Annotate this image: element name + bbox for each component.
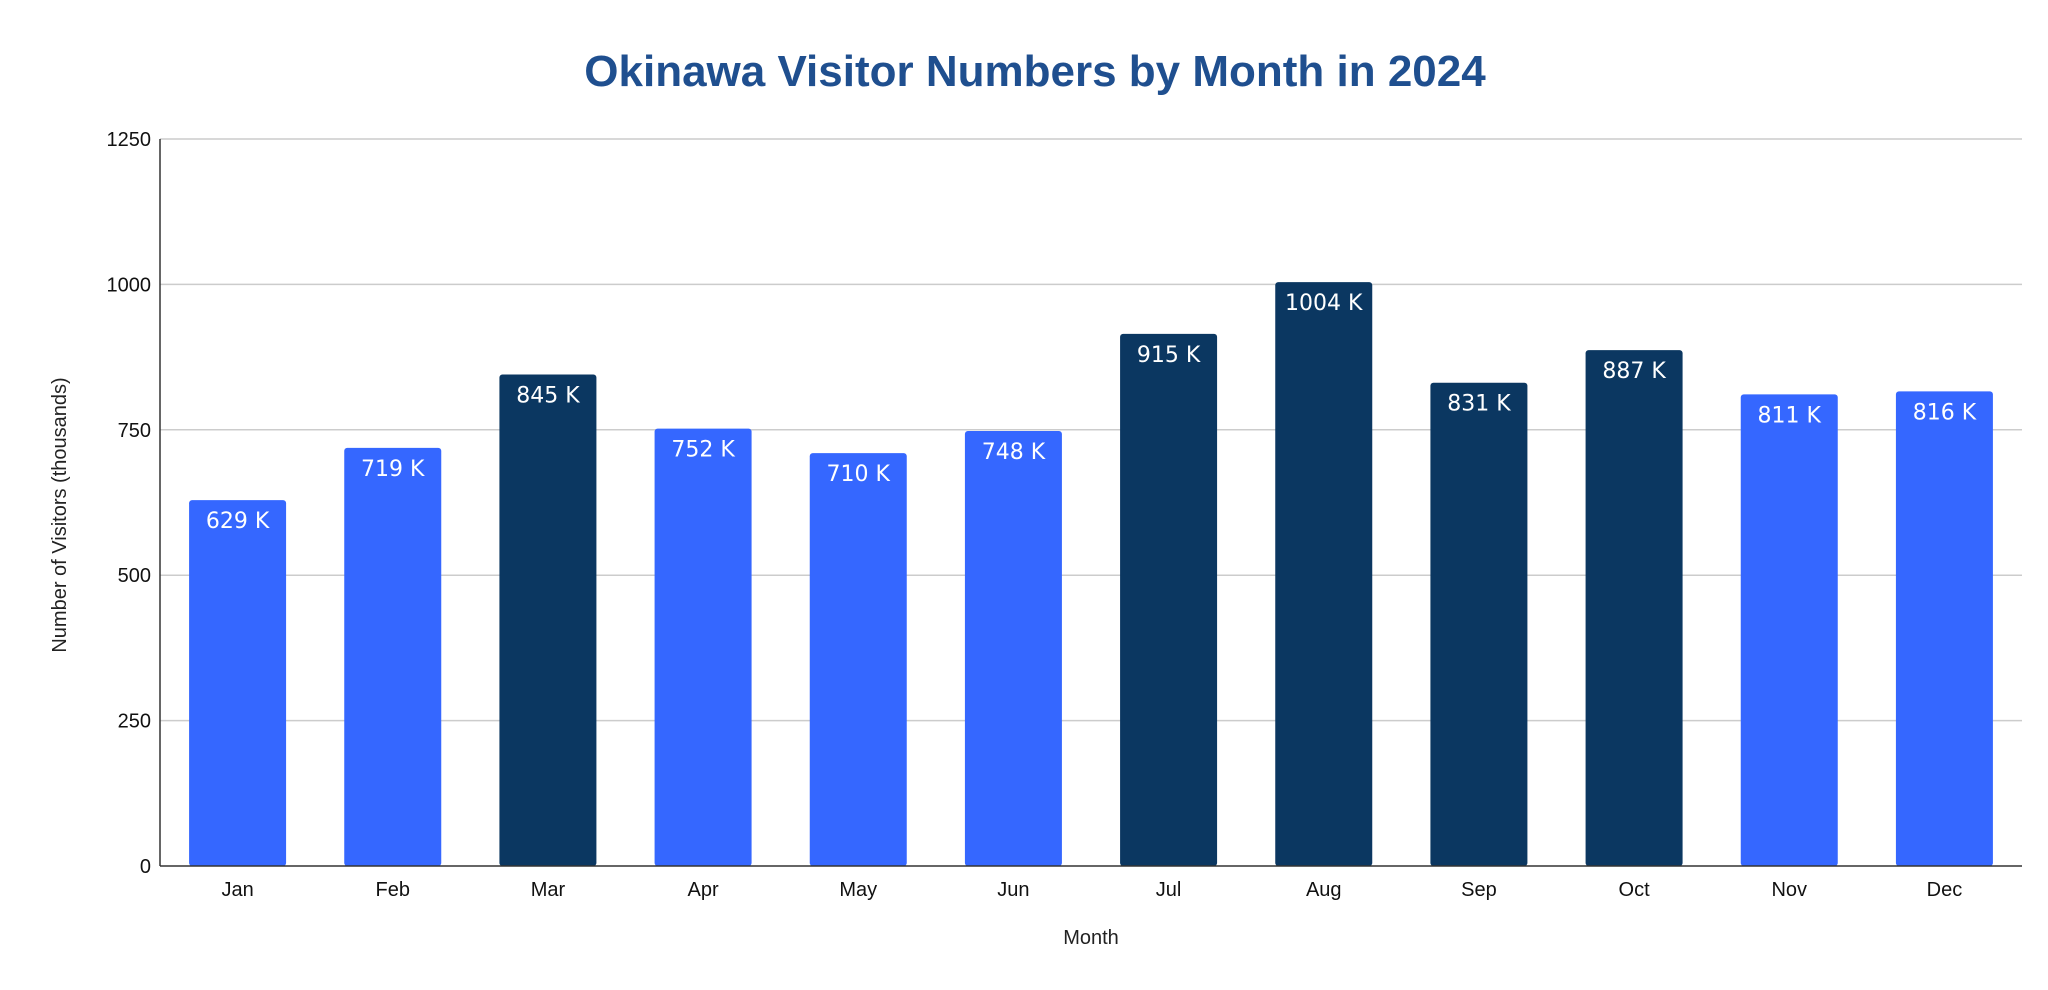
data-label-apr: 752 K bbox=[671, 438, 735, 463]
y-tick-label: 0 bbox=[140, 856, 151, 878]
data-label-dec: 816 K bbox=[1913, 400, 1977, 425]
bar-sep bbox=[1430, 382, 1528, 866]
data-labels: 629 K 719 K 845 K 752 K 710 K 748 K 915 K 1004 … bbox=[206, 291, 1977, 534]
bar-jul bbox=[1120, 333, 1218, 866]
bar-jun bbox=[964, 430, 1062, 866]
chart-title: Okinawa Visitor Numbers by Month in 2024 bbox=[584, 47, 1486, 96]
x-axis-title: Month bbox=[1063, 927, 1119, 949]
x-tick-label-jun: Jun bbox=[997, 879, 1029, 901]
y-axis: 0 250 500 750 1000 1250 bbox=[107, 129, 161, 878]
y-axis-title: Number of Visitors (thousands) bbox=[49, 377, 71, 652]
x-tick-label-oct: Oct bbox=[1619, 879, 1651, 901]
data-label-nov: 811 K bbox=[1758, 403, 1822, 428]
bar-feb bbox=[344, 447, 442, 866]
x-tick-label-aug: Aug bbox=[1306, 879, 1342, 901]
data-label-jul: 915 K bbox=[1137, 343, 1201, 368]
x-tick-label-dec: Dec bbox=[1927, 879, 1963, 901]
bar-oct bbox=[1585, 350, 1683, 866]
data-label-feb: 719 K bbox=[361, 457, 425, 482]
x-tick-label-jul: Jul bbox=[1156, 879, 1182, 901]
y-tick-label: 1000 bbox=[107, 274, 152, 296]
data-label-jan: 629 K bbox=[206, 509, 270, 534]
x-tick-label-jan: Jan bbox=[221, 879, 253, 901]
data-label-mar: 845 K bbox=[516, 384, 580, 409]
bar-nov bbox=[1740, 394, 1838, 866]
y-tick-label: 750 bbox=[118, 420, 151, 442]
bars bbox=[189, 282, 1993, 866]
y-tick-label: 250 bbox=[118, 711, 151, 733]
y-tick-label: 500 bbox=[118, 565, 151, 587]
bar-jan bbox=[189, 500, 287, 866]
x-axis: Jan Feb Mar Apr May Jun Jul Aug Sep Oct Nov Dec bbox=[160, 865, 2022, 901]
bar-mar bbox=[499, 374, 597, 866]
bar-may bbox=[809, 453, 907, 866]
gridlines bbox=[160, 138, 2022, 722]
data-label-jun: 748 K bbox=[982, 440, 1046, 465]
x-tick-label-apr: Apr bbox=[688, 879, 719, 901]
data-label-may: 710 K bbox=[827, 462, 891, 487]
data-label-sep: 831 K bbox=[1447, 392, 1511, 417]
bar-aug bbox=[1275, 282, 1373, 866]
bar-apr bbox=[654, 428, 752, 866]
data-label-aug: 1004 K bbox=[1285, 291, 1363, 316]
x-tick-label-may: May bbox=[839, 879, 877, 901]
bar-dec bbox=[1895, 391, 1993, 866]
y-tick-label: 1250 bbox=[107, 129, 152, 151]
data-label-oct: 887 K bbox=[1602, 359, 1666, 384]
x-tick-label-feb: Feb bbox=[376, 879, 410, 901]
x-tick-label-nov: Nov bbox=[1771, 879, 1807, 901]
x-tick-label-sep: Sep bbox=[1461, 879, 1497, 901]
x-tick-label-mar: Mar bbox=[531, 879, 566, 901]
